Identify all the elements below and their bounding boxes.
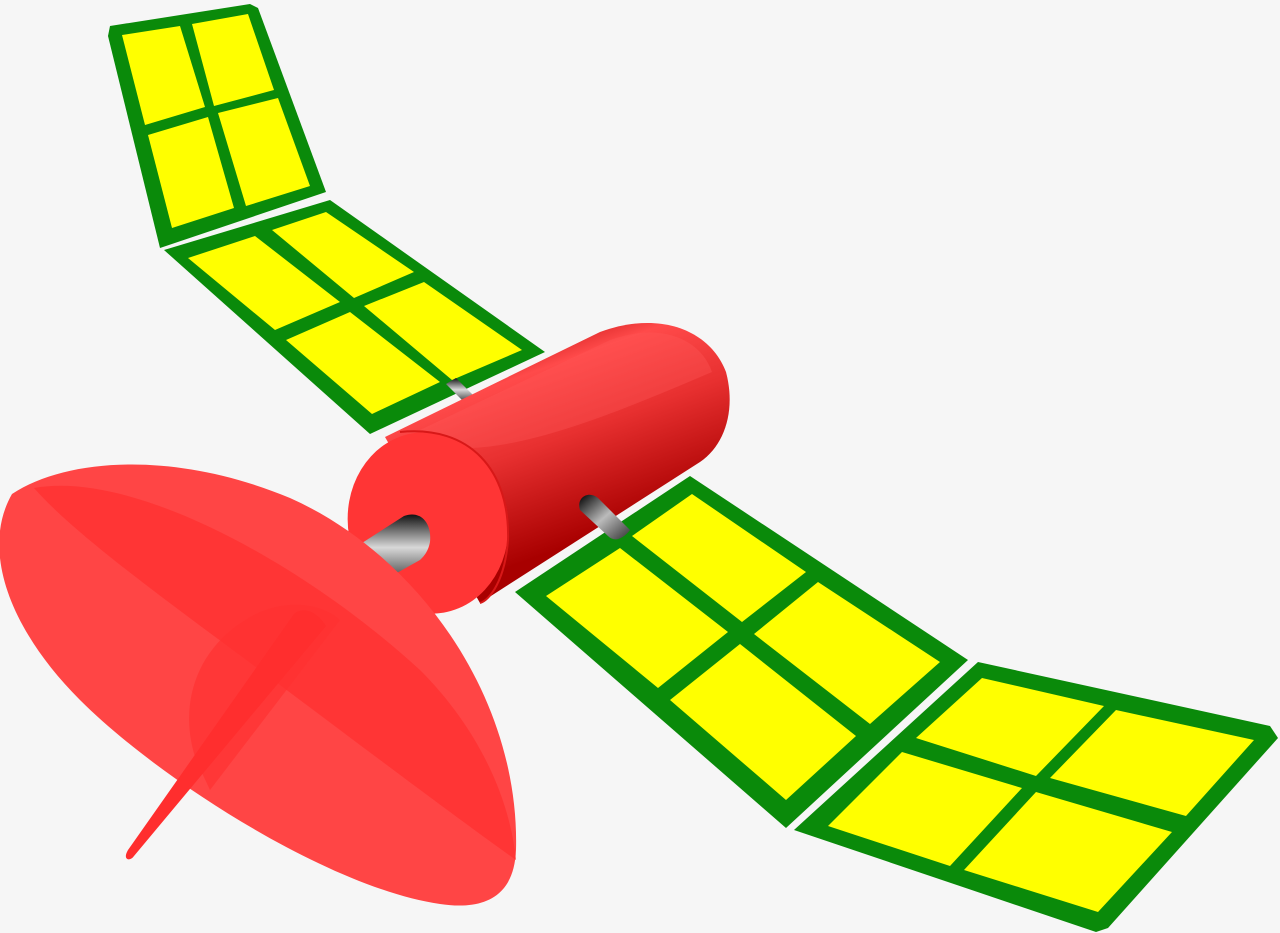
- panel-cell: [286, 312, 440, 414]
- lower-inner-panel: [515, 476, 968, 828]
- panel-cell: [218, 98, 310, 206]
- panel-cell: [188, 236, 340, 330]
- panel-cell: [632, 494, 806, 622]
- panel-cell: [122, 26, 205, 125]
- panel-cell: [546, 548, 728, 688]
- panel-cell: [828, 752, 1022, 866]
- panel-cell: [964, 792, 1172, 912]
- dish-feed-arm: [125, 610, 326, 860]
- panel-cell: [364, 282, 522, 380]
- panel-cell: [916, 678, 1104, 776]
- dish-antenna: [0, 464, 517, 906]
- upper-inner-panel: [164, 200, 545, 434]
- panel-cell: [754, 582, 940, 724]
- lower-outer-panel: [794, 662, 1278, 932]
- panel-cell: [192, 14, 274, 106]
- panel-cell: [1050, 710, 1254, 816]
- upper-outer-panel: [108, 4, 326, 248]
- side-nozzle: [579, 494, 630, 540]
- panel-cell: [272, 212, 414, 298]
- panel-cell: [670, 644, 856, 800]
- panel-cell: [148, 117, 234, 228]
- cylinder-highlight: [420, 332, 712, 449]
- cylinder-face-rim: [399, 430, 510, 604]
